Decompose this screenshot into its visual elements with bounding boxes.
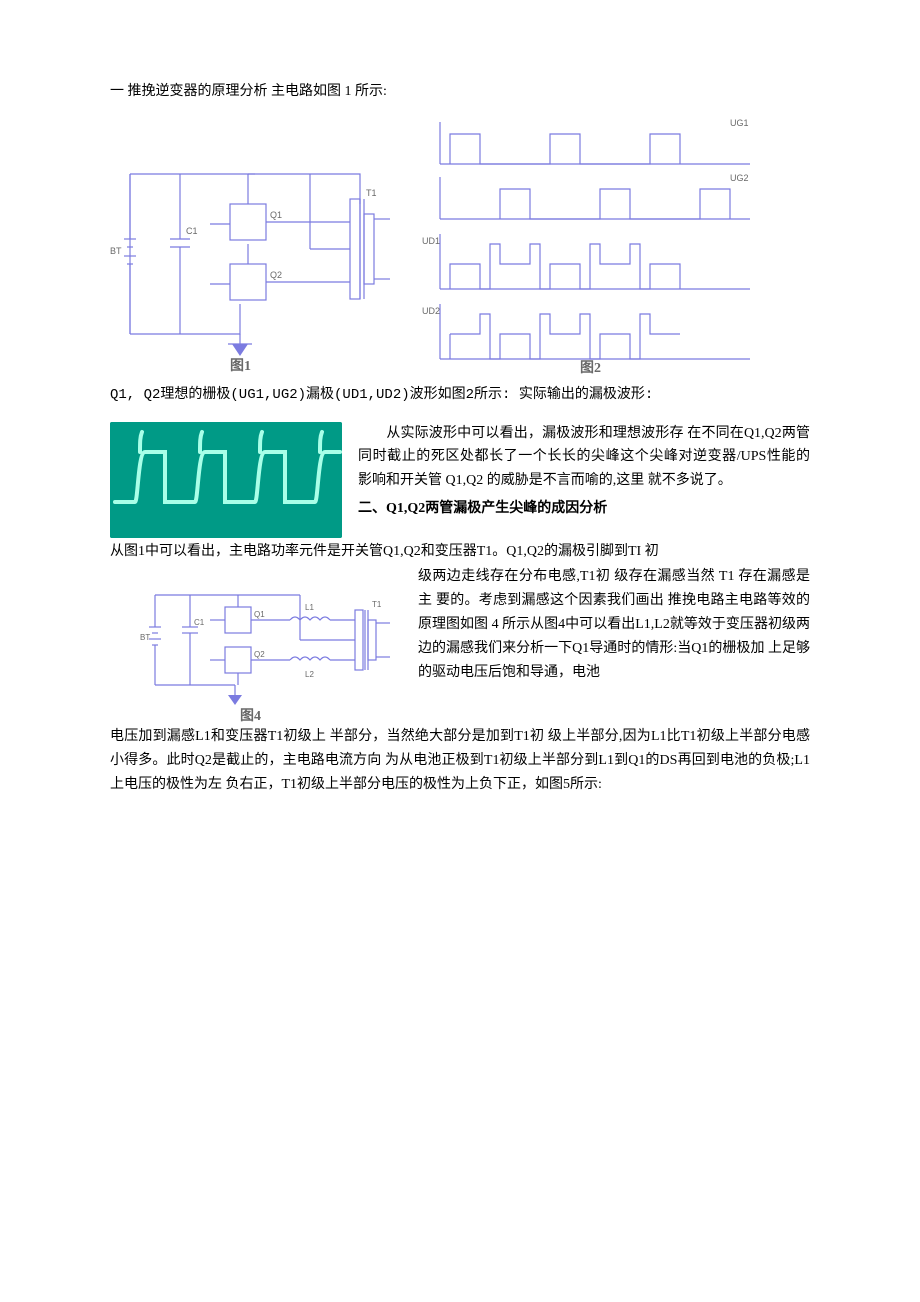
figure-4-svg: BT C1 Q1 Q2 L1 L2 T1 图4 — [140, 565, 400, 725]
figure-1: BT C1 Q1 Q2 T1 图1 — [110, 144, 400, 374]
fig1-t1-label: T1 — [366, 188, 377, 198]
section1-title: 一 推挽逆变器的原理分析 主电路如图 1 所示: — [110, 80, 810, 104]
figure-1-svg: BT C1 Q1 Q2 T1 图1 — [110, 144, 400, 374]
fig4-bt-label: BT — [140, 633, 150, 642]
paragraph-continue: 电压加到漏感L1和变压器T1初级上 半部分，当然绝大部分是加到T1初 级上半部分… — [110, 725, 810, 796]
fig4-q2-label: Q2 — [254, 650, 265, 659]
figure-row-1: BT C1 Q1 Q2 T1 图1 — [110, 114, 810, 374]
oscilloscope-text: 从实际波形中可以看出，漏极波形和理想波形存 在不同在Q1,Q2两管同时截止的死区… — [358, 422, 810, 538]
fig4-q1-label: Q1 — [254, 610, 265, 619]
fig1-bt-label: BT — [110, 246, 122, 256]
fig1-c1-label: C1 — [186, 226, 198, 236]
figure-2-svg: UG1 UG2 UD1 UD2 图2 — [420, 114, 770, 374]
fig4-t1-label: T1 — [372, 600, 382, 609]
fig2-ug1-label: UG1 — [730, 118, 749, 128]
scope-paragraph: 从实际波形中可以看出，漏极波形和理想波形存 在不同在Q1,Q2两管同时截止的死区… — [358, 422, 810, 493]
oscilloscope-photo — [110, 422, 342, 538]
figure-4-caption: 图4 — [240, 708, 261, 724]
fig4-l2-label: L2 — [305, 670, 314, 679]
oscilloscope-svg — [110, 422, 342, 538]
figure-2-caption: 图2 — [580, 360, 601, 374]
figure-2: UG1 UG2 UD1 UD2 图2 — [420, 114, 770, 374]
figure-4-row: BT C1 Q1 Q2 L1 L2 T1 图4 级两边走线存在分布电感,T1初 … — [110, 565, 810, 725]
figure-1-caption: 图1 — [230, 358, 251, 374]
fig1-q1-label: Q1 — [270, 210, 282, 220]
caption-text: Q1, Q2理想的栅极(UG1,UG2)漏极(UD1,UD2)波形如图2所示: … — [110, 384, 810, 408]
section2-title: 二、Q1,Q2两管漏极产生尖峰的成因分析 — [358, 497, 810, 521]
fig2-ud2-label: UD2 — [422, 306, 440, 316]
fig2-ud1-label: UD1 — [422, 236, 440, 246]
document-page: 一 推挽逆变器的原理分析 主电路如图 1 所示: — [0, 0, 920, 1302]
paragraph-1: 从图1中可以看出，主电路功率元件是开关管Q1,Q2和变压器T1。Q1,Q2的漏极… — [110, 540, 810, 564]
fig4-c1-label: C1 — [194, 618, 205, 627]
oscilloscope-row: 从实际波形中可以看出，漏极波形和理想波形存 在不同在Q1,Q2两管同时截止的死区… — [110, 422, 810, 538]
fig4-l1-label: L1 — [305, 603, 314, 612]
fig1-q2-label: Q2 — [270, 270, 282, 280]
figure-4-text: 级两边走线存在分布电感,T1初 级存在漏感当然 T1 存在漏感是主 要的。考虑到… — [418, 565, 810, 684]
fig2-ug2-label: UG2 — [730, 173, 749, 183]
figure-4: BT C1 Q1 Q2 L1 L2 T1 图4 — [110, 565, 400, 725]
